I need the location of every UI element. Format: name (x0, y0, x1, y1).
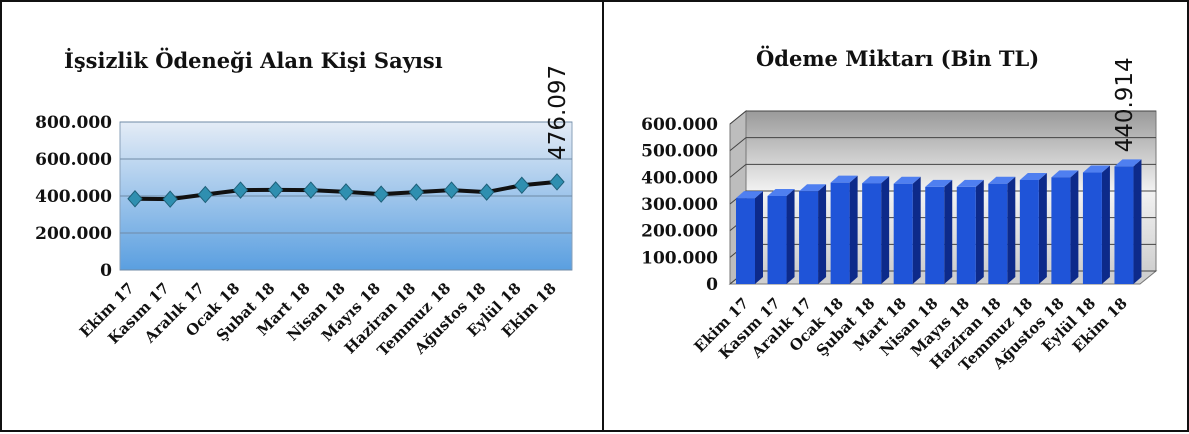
bar (736, 198, 755, 284)
bar-side (1007, 176, 1016, 284)
bar (799, 191, 819, 284)
bar-chart: 0 100.000 200.000 300.000 400.000 500.000 600.… (641, 57, 1158, 375)
data-label: 440.914 (1112, 57, 1138, 152)
chart-title: İşsizlik Ödeneği Alan Kişi Sayısı (64, 48, 443, 73)
bar-top (862, 176, 890, 184)
bar (830, 182, 850, 284)
y-tick-label: 200.000 (35, 224, 112, 244)
y-tick-label: 300.000 (641, 195, 718, 215)
bar-side (944, 179, 953, 284)
bar-top (1051, 170, 1079, 178)
bar-side (755, 191, 763, 284)
gridline (729, 137, 1156, 152)
data-point (268, 181, 284, 199)
data-label: 476.097 (545, 65, 571, 160)
bar-top (988, 176, 1016, 184)
data-point (443, 181, 460, 199)
bar-side (912, 176, 921, 284)
bar (988, 183, 1008, 284)
bar-side (786, 189, 795, 284)
y-tick-label: 400.000 (641, 168, 718, 188)
bar-side (1133, 159, 1142, 284)
y-tick-label: 0 (100, 261, 112, 281)
data-point (127, 190, 143, 208)
bar-side (849, 175, 858, 284)
bar (1114, 166, 1134, 284)
bar-top (925, 179, 953, 187)
data-point (479, 183, 495, 201)
bar-top (956, 179, 984, 187)
data-point (514, 176, 530, 195)
bar-side (1101, 165, 1110, 284)
bar-side (975, 179, 984, 284)
bar (925, 186, 945, 284)
bar-top (1082, 165, 1110, 173)
data-point (162, 190, 178, 208)
bar-top (799, 184, 827, 192)
y-tick-label: 400.000 (35, 187, 112, 207)
data-point (408, 183, 424, 201)
y-tick-label: 200.000 (641, 222, 718, 242)
bar-side (818, 184, 827, 284)
y-tick-label: 0 (706, 275, 718, 295)
chart-title: Ödeme Miktarı (Bin TL) (756, 46, 1040, 71)
bar (767, 196, 787, 284)
bar (893, 183, 913, 284)
bar (1082, 172, 1102, 284)
data-point (197, 185, 213, 204)
data-point (549, 173, 565, 191)
right-chart-panel: Ödeme Miktarı (Bin TL) 0 100.000 200.000 30… (602, 0, 1189, 432)
gridline (729, 110, 1156, 125)
y-tick-label: 600.000 (35, 150, 112, 170)
bar-side (1070, 170, 1079, 284)
y-tick-label: 100.000 (641, 248, 718, 268)
data-point (373, 185, 389, 203)
gridline (729, 163, 1156, 178)
bar-side (1038, 173, 1047, 284)
data-point (303, 181, 319, 199)
left-chart-panel: İşsizlik Ödeneği Alan Kişi Sayısı 0 200.0… (0, 0, 606, 432)
bar-top (1019, 173, 1047, 180)
bar-top (767, 189, 795, 196)
gridline (729, 190, 1156, 205)
bar (1051, 177, 1071, 284)
bar-top (736, 191, 763, 199)
data-point (338, 183, 354, 201)
bar (956, 186, 976, 284)
y-tick-label: 800.000 (35, 113, 112, 133)
bar (1019, 180, 1039, 284)
bar (862, 183, 882, 284)
data-point (232, 181, 249, 199)
bar-top (830, 175, 858, 183)
bar-side (881, 176, 890, 284)
y-tick-label: 600.000 (641, 115, 718, 135)
bar-top (893, 176, 921, 184)
bar-top (1114, 159, 1142, 167)
y-tick-label: 500.000 (641, 142, 718, 162)
